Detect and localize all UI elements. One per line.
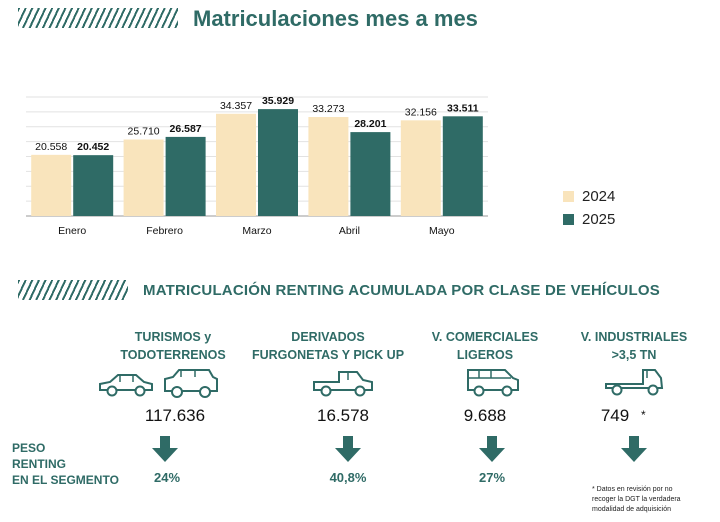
footnote-line: recoger la DGT la verdadera <box>592 496 681 503</box>
chart-value-labels: 20.558 20.452 25.710 26.587 34.357 35.929 33.2… <box>35 95 479 153</box>
bar-2025-abril <box>350 132 391 216</box>
category-label-line: V. INDUSTRIALES <box>580 330 688 344</box>
bar-2025-marzo <box>258 109 298 216</box>
bar-2024-marzo <box>216 113 256 216</box>
pickup-icon <box>313 371 373 397</box>
down-arrow-icon <box>621 436 647 462</box>
data-label-2024-marzo: 34.357 <box>220 100 252 112</box>
pct-comerciales: 27% <box>478 470 506 485</box>
footnote: * Datos en revisión por no recoger la DG… <box>592 485 702 515</box>
count-turismos: 117.636 <box>144 406 206 425</box>
chart-bars <box>31 109 483 216</box>
bar-2024-mayo <box>400 120 441 216</box>
bar-2024-abril <box>308 117 349 216</box>
bar-2025-mayo <box>442 116 483 216</box>
page-title: Matriculaciones mes a mes <box>193 6 478 31</box>
section-hatch-decoration <box>18 280 128 300</box>
x-tick-label-enero: Enero <box>58 225 86 237</box>
asterisk-mark: * <box>641 408 646 422</box>
x-tick-label-mayo: Mayo <box>429 225 455 237</box>
footnote-line: * Datos en revisión por no <box>592 486 673 493</box>
category-label-turismos: TURISMOS y TODOTERRENOS <box>88 328 258 364</box>
category-label-line: >3,5 TN <box>611 348 657 362</box>
legend-item-2024: 2024 <box>563 188 615 205</box>
data-label-2025-marzo: 35.929 <box>262 95 294 107</box>
monthly-registrations-chart: 20.558 20.452 25.710 26.587 34.357 35.929 33.2… <box>26 95 488 237</box>
down-arrow-icon <box>152 436 178 462</box>
category-label-derivados: DERIVADOS FURGONETAS Y PICK UP <box>243 328 413 364</box>
legend-label-2024: 2024 <box>582 188 616 205</box>
footnote-line: modalidad de adquisición <box>592 506 671 513</box>
category-label-line: V. COMERCIALES <box>431 330 539 344</box>
category-label-industriales: V. INDUSTRIALES >3,5 TN <box>549 328 719 364</box>
category-label-line: TODOTERRENOS <box>120 348 226 362</box>
data-label-2024-febrero: 25.710 <box>128 126 160 138</box>
data-label-2025-enero: 20.452 <box>77 141 109 153</box>
legend-swatch-2024 <box>563 191 574 202</box>
category-label-line: TURISMOS y <box>134 330 212 344</box>
x-tick-label-febrero: Febrero <box>146 225 183 237</box>
van-icon <box>467 369 519 397</box>
x-tick-label-marzo: Marzo <box>242 225 271 237</box>
count-derivados: 16.578 <box>317 406 369 425</box>
data-label-2025-febrero: 26.587 <box>170 123 202 135</box>
section-title: MATRICULACIÓN RENTING ACUMULADA POR CLAS… <box>143 282 660 299</box>
category-label-line: DERIVADOS <box>291 330 365 344</box>
bar-2025-enero <box>73 155 114 216</box>
count-comerciales: 9.688 <box>463 406 507 425</box>
truck-icon <box>605 369 664 396</box>
legend-item-2025: 2025 <box>563 211 615 228</box>
data-label-2024-mayo: 32.156 <box>405 106 437 118</box>
suv-icon <box>164 369 218 398</box>
category-label-comerciales: V. COMERCIALES LIGEROS <box>400 328 570 364</box>
legend-swatch-2025 <box>563 214 574 225</box>
data-label-2025-mayo: 33.511 <box>447 102 479 114</box>
peso-line: PESO <box>12 441 46 455</box>
down-arrow-icon <box>479 436 505 462</box>
peso-line: RENTING <box>12 457 66 471</box>
data-label-2025-abril: 28.201 <box>354 118 386 130</box>
category-label-line: LIGEROS <box>456 348 514 362</box>
header-hatch-decoration <box>18 8 178 28</box>
car-icon <box>99 374 153 397</box>
peso-line: EN EL SEGMENTO <box>12 473 119 487</box>
pct-turismos: 24% <box>153 470 181 485</box>
category-label-line: FURGONETAS Y PICK UP <box>251 348 405 362</box>
bar-2025-febrero <box>165 136 206 216</box>
data-label-2024-enero: 20.558 <box>35 141 67 153</box>
peso-renting-label: PESO RENTING EN EL SEGMENTO <box>12 440 119 488</box>
bar-2024-febrero <box>123 139 164 216</box>
bar-2024-enero <box>31 154 72 216</box>
chart-x-labels: Enero Febrero Marzo Abril Mayo <box>58 225 455 237</box>
data-label-2024-abril: 33.273 <box>312 103 344 115</box>
count-industriales: 749 <box>600 406 630 425</box>
legend-label-2025: 2025 <box>582 211 616 228</box>
down-arrow-icon <box>335 436 361 462</box>
x-tick-label-abril: Abril <box>339 225 360 237</box>
pct-derivados: 40,8% <box>329 470 367 485</box>
